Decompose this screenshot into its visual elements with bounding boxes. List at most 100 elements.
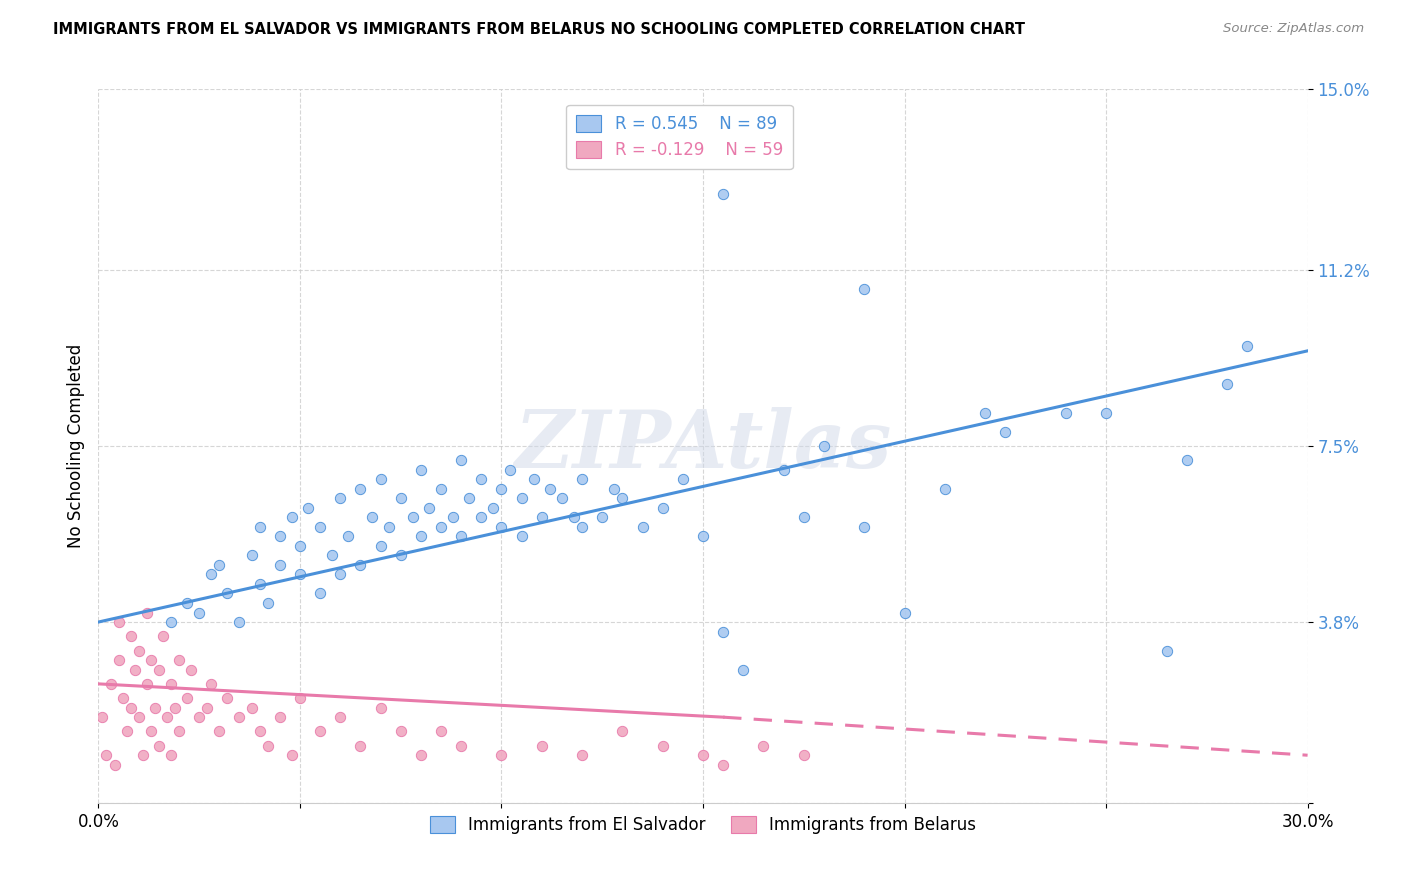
Point [309,520,332,534]
Point [124,663,146,677]
Point [853,520,876,534]
Point [135,677,157,691]
Point [249,577,271,591]
Point [249,520,271,534]
Point [389,724,412,739]
Point [612,724,634,739]
Point [470,472,492,486]
Point [208,724,231,739]
Point [1054,406,1077,420]
Point [288,567,311,582]
Point [692,529,714,543]
Point [389,549,412,563]
Point [120,629,142,643]
Point [450,453,472,467]
Point [309,586,332,600]
Point [441,510,464,524]
Point [498,463,520,477]
Point [107,653,129,667]
Point [288,539,311,553]
Point [1236,339,1258,353]
Point [1216,377,1239,392]
Point [377,520,399,534]
Point [329,491,352,506]
Point [430,724,453,739]
Point [450,529,472,543]
Point [538,482,561,496]
Point [128,643,150,657]
Point [510,529,533,543]
Point [813,439,835,453]
Point [240,549,263,563]
Point [256,596,278,610]
Point [603,482,626,496]
Point [139,653,162,667]
Point [612,491,634,506]
Point [100,677,122,691]
Point [103,757,125,772]
Point [934,482,956,496]
Point [249,724,271,739]
Point [1156,643,1178,657]
Point [176,691,198,706]
Point [711,186,734,201]
Point [160,615,183,629]
Point [309,724,332,739]
Point [91,710,114,724]
Point [96,748,118,763]
Point [288,691,311,706]
Text: IMMIGRANTS FROM EL SALVADOR VS IMMIGRANTS FROM BELARUS NO SCHOOLING COMPLETED CO: IMMIGRANTS FROM EL SALVADOR VS IMMIGRANT… [53,22,1025,37]
Text: Source: ZipAtlas.com: Source: ZipAtlas.com [1223,22,1364,36]
Point [139,724,162,739]
Point [228,710,250,724]
Point [491,520,513,534]
Point [571,748,593,763]
Point [523,472,546,486]
Point [143,700,166,714]
Point [269,710,291,724]
Point [651,739,673,753]
Point [297,500,319,515]
Point [120,700,142,714]
Point [107,615,129,629]
Point [631,520,654,534]
Point [115,724,138,739]
Point [132,748,155,763]
Point [349,739,371,753]
Point [217,586,239,600]
Point [370,700,392,714]
Point [370,539,392,553]
Point [256,739,278,753]
Point [482,500,505,515]
Point [349,558,371,572]
Point [180,663,202,677]
Point [562,510,585,524]
Point [389,491,412,506]
Point [793,510,815,524]
Point [337,529,360,543]
Point [329,710,352,724]
Point [217,691,239,706]
Point [188,606,211,620]
Point [200,567,222,582]
Point [571,520,593,534]
Point [793,748,815,763]
Point [994,425,1017,439]
Point [160,677,183,691]
Point [240,700,263,714]
Point [752,739,775,753]
Point [269,529,291,543]
Point [409,529,432,543]
Point [491,748,513,763]
Point [409,748,432,763]
Point [228,615,250,629]
Point [470,510,492,524]
Point [530,510,553,524]
Point [167,653,190,667]
Point [571,472,593,486]
Point [156,710,179,724]
Point [711,624,734,639]
Legend: Immigrants from El Salvador, Immigrants from Belarus: Immigrants from El Salvador, Immigrants … [423,809,983,841]
Point [163,700,186,714]
Point [148,663,170,677]
